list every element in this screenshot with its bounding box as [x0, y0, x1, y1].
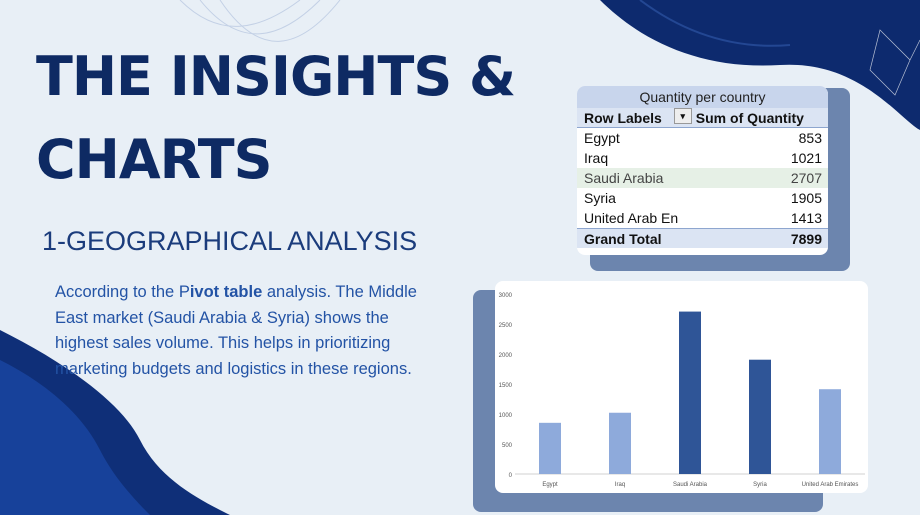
row-value: 1021	[790, 150, 822, 166]
y-tick-label: 2000	[499, 353, 513, 359]
y-tick-label: 1000	[499, 413, 513, 419]
title-line-2: CHARTS	[36, 128, 272, 191]
pivot-header-row: Row Labels ▾ Sum of Quantity	[577, 108, 828, 128]
x-tick-label: Syria	[753, 482, 767, 488]
sum-header: Sum of Quantity	[695, 110, 804, 126]
x-tick-label: Saudi Arabia	[673, 482, 708, 488]
bar-iraq	[609, 412, 631, 474]
bar-united-arab-emirates	[819, 389, 841, 474]
bar-egypt	[539, 422, 561, 474]
x-tick-label: Iraq	[615, 482, 625, 488]
bar-saudi-arabia	[679, 311, 701, 474]
y-tick-label: 3000	[499, 293, 513, 299]
row-value: 853	[798, 130, 822, 146]
title-line-1: THE INSIGHTS &	[36, 45, 516, 108]
pivot-row: Iraq 1021	[577, 148, 828, 168]
row-label: Iraq	[584, 150, 609, 166]
filter-dropdown-icon[interactable]: ▾	[673, 108, 692, 124]
row-value: 1413	[790, 210, 822, 226]
x-tick-label: United Arab Emirates	[802, 482, 859, 488]
paragraph-text-rest: analysis. The Middle East market (Saudi …	[55, 283, 417, 378]
pivot-row: Saudi Arabia 2707	[577, 168, 828, 188]
row-value: 1905	[790, 190, 822, 206]
paragraph-text: According to the P	[55, 283, 190, 301]
bar-syria	[749, 359, 771, 474]
row-labels-header: Row Labels	[584, 110, 662, 126]
grand-total-row: Grand Total 7899	[577, 228, 828, 248]
x-tick-label: Egypt	[542, 482, 558, 488]
row-label: Egypt	[584, 130, 620, 146]
pivot-row: United Arab En 1413	[577, 208, 828, 228]
row-label: Saudi Arabia	[584, 170, 664, 186]
chart-card: 0 500 1000 1500 2000 2500 3000 Egypt Iraq Saudi A…	[495, 281, 868, 493]
y-tick-label: 2500	[499, 323, 513, 329]
row-value: 2707	[790, 170, 822, 186]
section-subtitle: 1-GEOGRAPHICAL ANALYSIS	[42, 226, 418, 256]
row-label: Syria	[584, 190, 616, 206]
pivot-row: Syria 1905	[577, 188, 828, 208]
bar-chart: 0 500 1000 1500 2000 2500 3000 Egypt Iraq Saudi A…	[499, 293, 865, 488]
y-tick-label: 500	[502, 443, 513, 449]
y-tick-label: 0	[509, 473, 513, 479]
y-tick-label: 1500	[499, 383, 513, 389]
grand-total-label: Grand Total	[584, 231, 662, 247]
row-label: United Arab En	[584, 210, 679, 226]
paragraph-bold-text: ivot table	[189, 283, 263, 301]
pivot-row: Egypt 853	[577, 128, 828, 148]
grand-total-value: 7899	[790, 231, 822, 247]
analysis-paragraph: According to the Pivot table analysis. T…	[55, 280, 430, 382]
pivot-table: Quantity per country Row Labels ▾ Sum of…	[577, 86, 828, 255]
pivot-title: Quantity per country	[577, 86, 828, 108]
